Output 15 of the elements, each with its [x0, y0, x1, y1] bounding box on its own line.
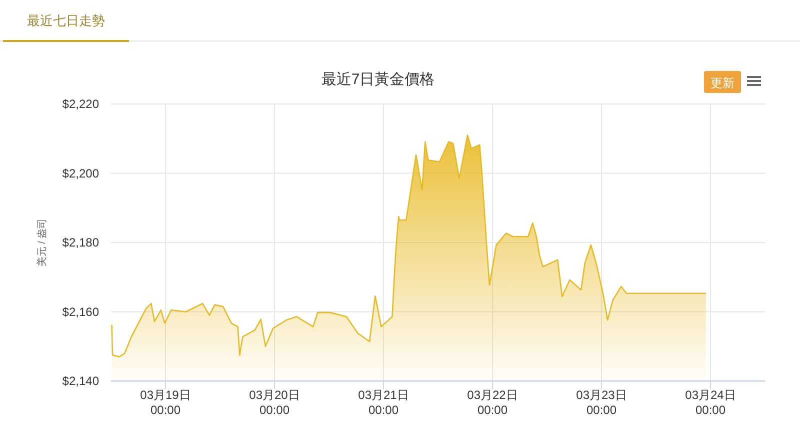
- y-tick-label: $2,140: [62, 374, 100, 388]
- y-tick-label: $2,160: [62, 304, 100, 319]
- y-tick-label: $2,200: [62, 166, 100, 180]
- chart-title: 最近7日黃金價格: [321, 71, 435, 88]
- x-tick-label: 03月24日 00:00: [685, 388, 736, 417]
- y-tick-label: $2,220: [62, 97, 100, 111]
- x-tick-label: 03月23日 00:00: [576, 388, 627, 417]
- y-axis-title: 美元 / 盎司: [36, 218, 48, 267]
- y-tick-label: $2,180: [62, 236, 100, 250]
- text: 最近七日走勢: [27, 13, 105, 28]
- text: 更新: [710, 76, 734, 90]
- x-tick-label: 03月22日 00:00: [467, 388, 518, 417]
- x-tick-label: 03月20日 00:00: [249, 388, 300, 417]
- x-tick-label: 03月19日 00:00: [140, 388, 191, 417]
- x-tick-label: 03月21日 00:00: [358, 388, 409, 417]
